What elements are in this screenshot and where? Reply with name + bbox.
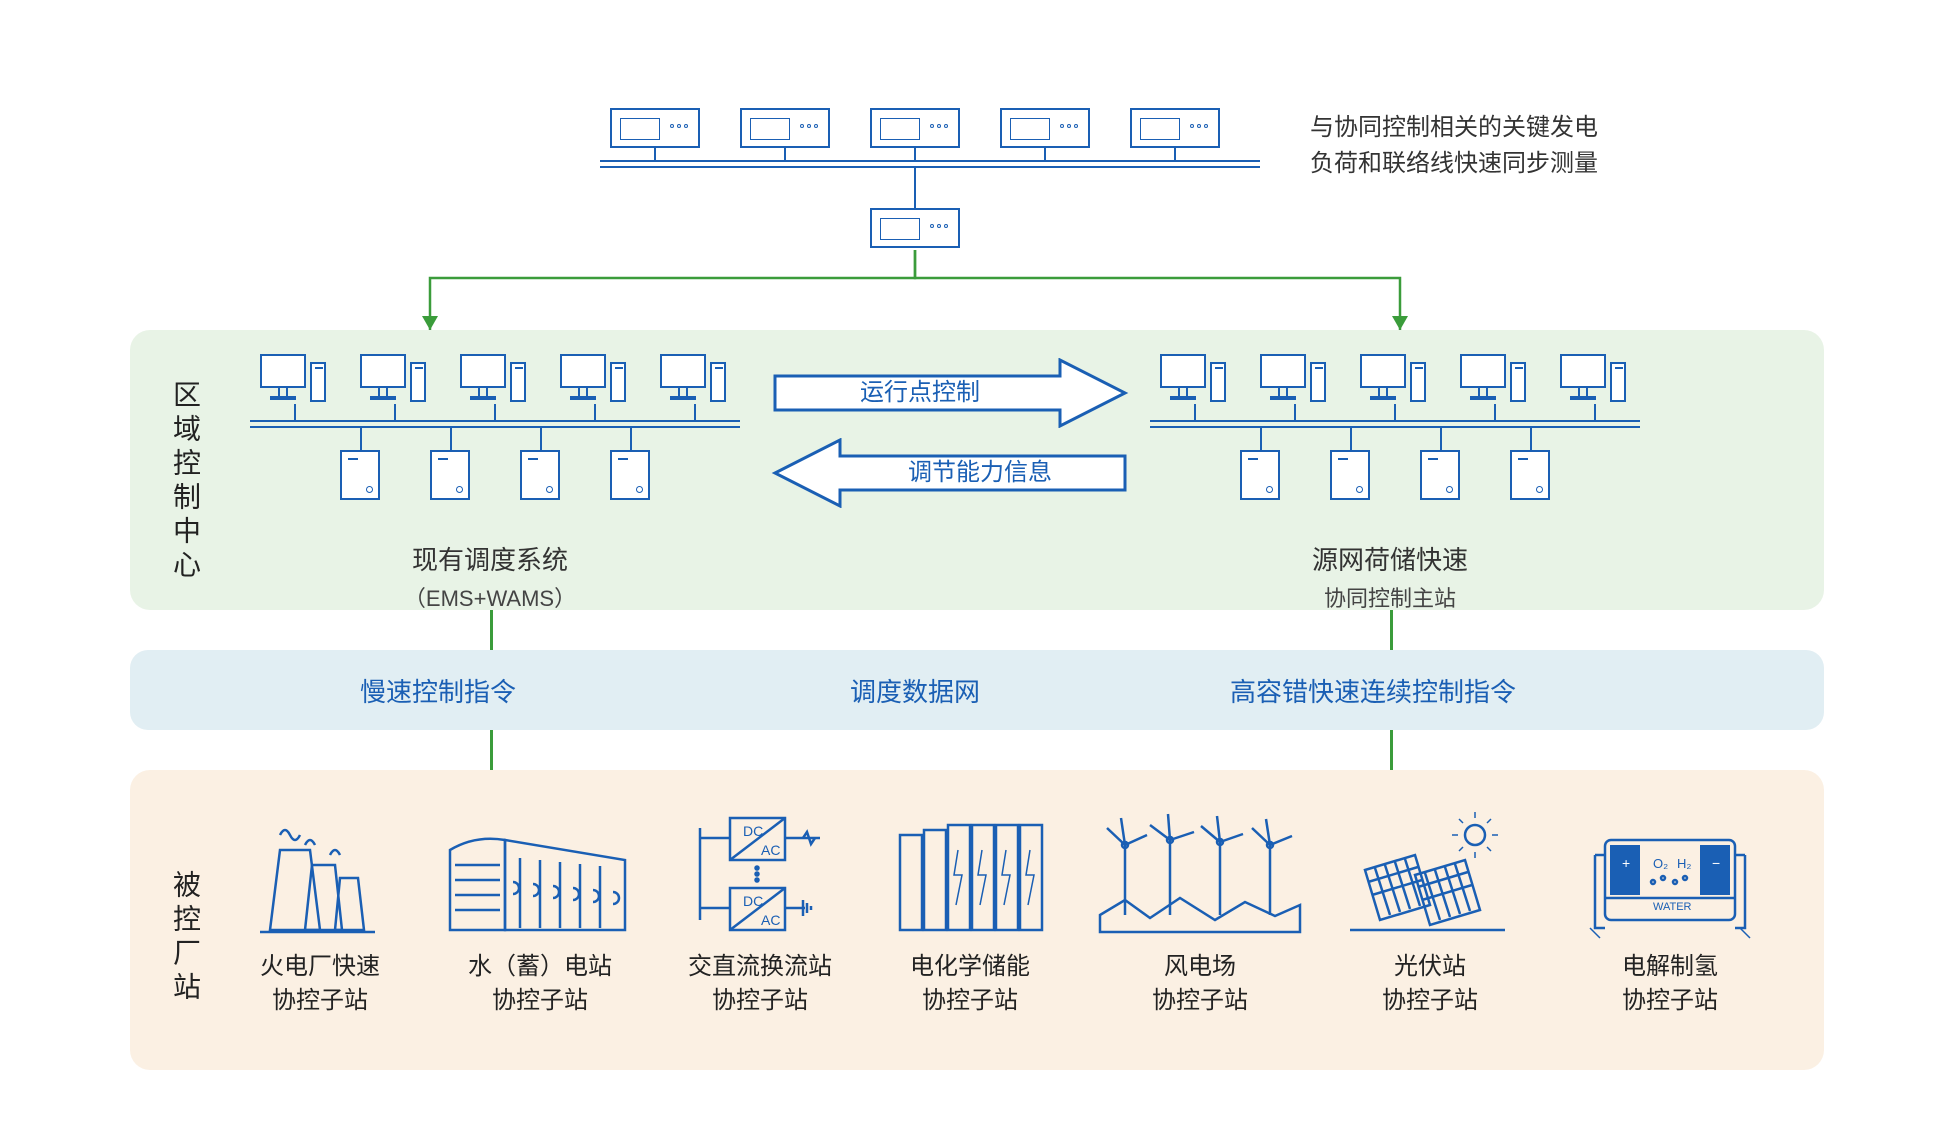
hydro-dam-icon	[440, 800, 640, 940]
hydro-l1: 水（蓄）电站	[468, 953, 612, 980]
converter-icon: DC AC DC AC	[670, 800, 850, 940]
svg-text:H₂: H₂	[1677, 856, 1691, 871]
bluebar-right: 高容错快速连续控制指令	[1230, 672, 1516, 709]
hydro-l2: 协控子站	[492, 987, 588, 1014]
svg-text:AC: AC	[761, 842, 780, 858]
arrow-left-label: 调节能力信息	[908, 459, 1052, 486]
cluster-coord-label: 源网荷储快速 协同控制主站	[1240, 540, 1540, 613]
battery-l1: 电化学储能	[910, 953, 1030, 980]
wind-farm-icon	[1090, 800, 1310, 940]
network-bar: 慢速控制指令 调度数据网 高容错快速连续控制指令	[130, 650, 1824, 730]
wind-l2: 协控子站	[1152, 987, 1248, 1014]
thermal-l1: 火电厂快速	[260, 953, 380, 980]
svg-text:AC: AC	[761, 912, 780, 928]
cluster-ems-label: 现有调度系统 （EMS+WAMS）	[340, 540, 640, 613]
hvdc-l2: 协控子站	[712, 987, 808, 1014]
svg-text:DC: DC	[743, 893, 763, 909]
coord-subtitle: 协同控制主站	[1240, 581, 1540, 613]
hydrogen-l1: 电解制氢	[1622, 953, 1718, 980]
electrolyzer-icon: + − O₂ H₂ WATER	[1560, 800, 1780, 940]
wind-l1: 风电场	[1164, 953, 1236, 980]
station-hydrogen: + − O₂ H₂ WATER 电解制氢协控子站	[1560, 800, 1780, 1017]
section-label-stations: 被控厂站	[165, 870, 205, 1006]
station-solar: 光伏站协控子站	[1340, 800, 1520, 1017]
cluster-ems	[250, 348, 740, 548]
svg-text:WATER: WATER	[1653, 901, 1692, 913]
ems-subtitle: （EMS+WAMS）	[340, 581, 640, 613]
bluebar-left: 慢速控制指令	[360, 672, 516, 709]
section-label-regional: 区域控制中心	[165, 380, 205, 584]
station-battery: 电化学储能协控子站	[880, 800, 1060, 1017]
arrow-operating-point: 运行点控制	[770, 358, 1130, 428]
station-thermal: 火电厂快速协控子站	[230, 800, 410, 1017]
battery-l2: 协控子站	[922, 987, 1018, 1014]
station-hvdc: DC AC DC AC 交直流换流站协控子站	[670, 800, 850, 1017]
svg-text:+: +	[1622, 855, 1630, 871]
cluster-coord	[1150, 348, 1640, 548]
ems-title: 现有调度系统	[340, 540, 640, 577]
hvdc-l1: 交直流换流站	[688, 953, 832, 980]
solar-pv-icon	[1340, 800, 1520, 940]
station-hydro: 水（蓄）电站协控子站	[440, 800, 640, 1017]
battery-storage-icon	[880, 800, 1060, 940]
arrow-regulation-info: 调节能力信息	[770, 438, 1130, 508]
solar-l1: 光伏站	[1394, 953, 1466, 980]
svg-text:DC: DC	[743, 823, 763, 839]
arrow-right-label: 运行点控制	[860, 379, 980, 406]
svg-text:−: −	[1712, 855, 1720, 871]
svg-text:O₂: O₂	[1653, 856, 1668, 871]
solar-l2: 协控子站	[1382, 987, 1478, 1014]
station-wind: 风电场协控子站	[1090, 800, 1310, 1017]
thermal-l2: 协控子站	[272, 987, 368, 1014]
coord-title: 源网荷储快速	[1240, 540, 1540, 577]
thermal-plant-icon	[230, 800, 410, 940]
bluebar-center: 调度数据网	[850, 672, 980, 709]
hydrogen-l2: 协控子站	[1622, 987, 1718, 1014]
